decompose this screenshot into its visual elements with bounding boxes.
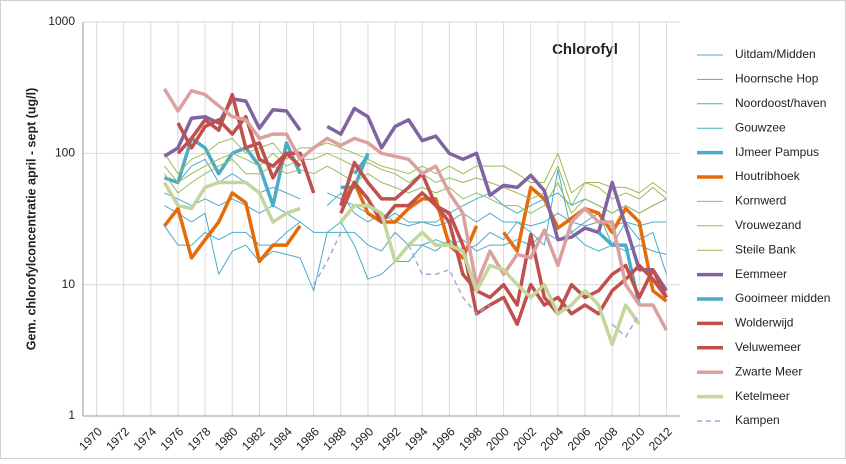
y-tick-label: 1 — [68, 408, 75, 422]
series-line — [162, 180, 641, 347]
legend-label: Hoornsche Hop — [735, 72, 819, 86]
legend-label: Gouwzee — [735, 120, 786, 134]
legend-label: Uitdam/Midden — [735, 47, 816, 61]
y-tick-label: 100 — [55, 146, 75, 160]
legend-label: Zwarte Meer — [735, 364, 802, 378]
legend-label: IJmeer Pampus — [735, 145, 819, 159]
legend-label: Steile Bank — [735, 242, 797, 256]
series-line — [176, 92, 668, 326]
legend-label: Ketelmeer — [735, 389, 790, 403]
series-line — [162, 87, 668, 332]
y-tick-label: 1000 — [48, 14, 75, 28]
legend-label: Veluwemeer — [735, 340, 801, 354]
legend-label: Gooimeer midden — [735, 291, 830, 305]
legend-label: Vrouwezand — [735, 218, 801, 232]
legend-label: Kampen — [735, 413, 780, 427]
series-line — [313, 232, 640, 338]
series-line — [163, 137, 667, 194]
series-line — [163, 158, 667, 214]
legend-label: Kornwerd — [735, 194, 786, 208]
y-axis-label: Gem. chlorofylconcentratie april - sept … — [24, 88, 38, 351]
series-line — [163, 221, 667, 255]
legend-label: Noordoost/haven — [735, 96, 826, 110]
legend-label: Eemmeer — [735, 267, 787, 281]
series-line — [164, 169, 667, 292]
y-tick-label: 10 — [62, 277, 76, 291]
legend-label: Houtribhoek — [735, 169, 801, 183]
legend-label: Wolderwijd — [735, 316, 793, 330]
